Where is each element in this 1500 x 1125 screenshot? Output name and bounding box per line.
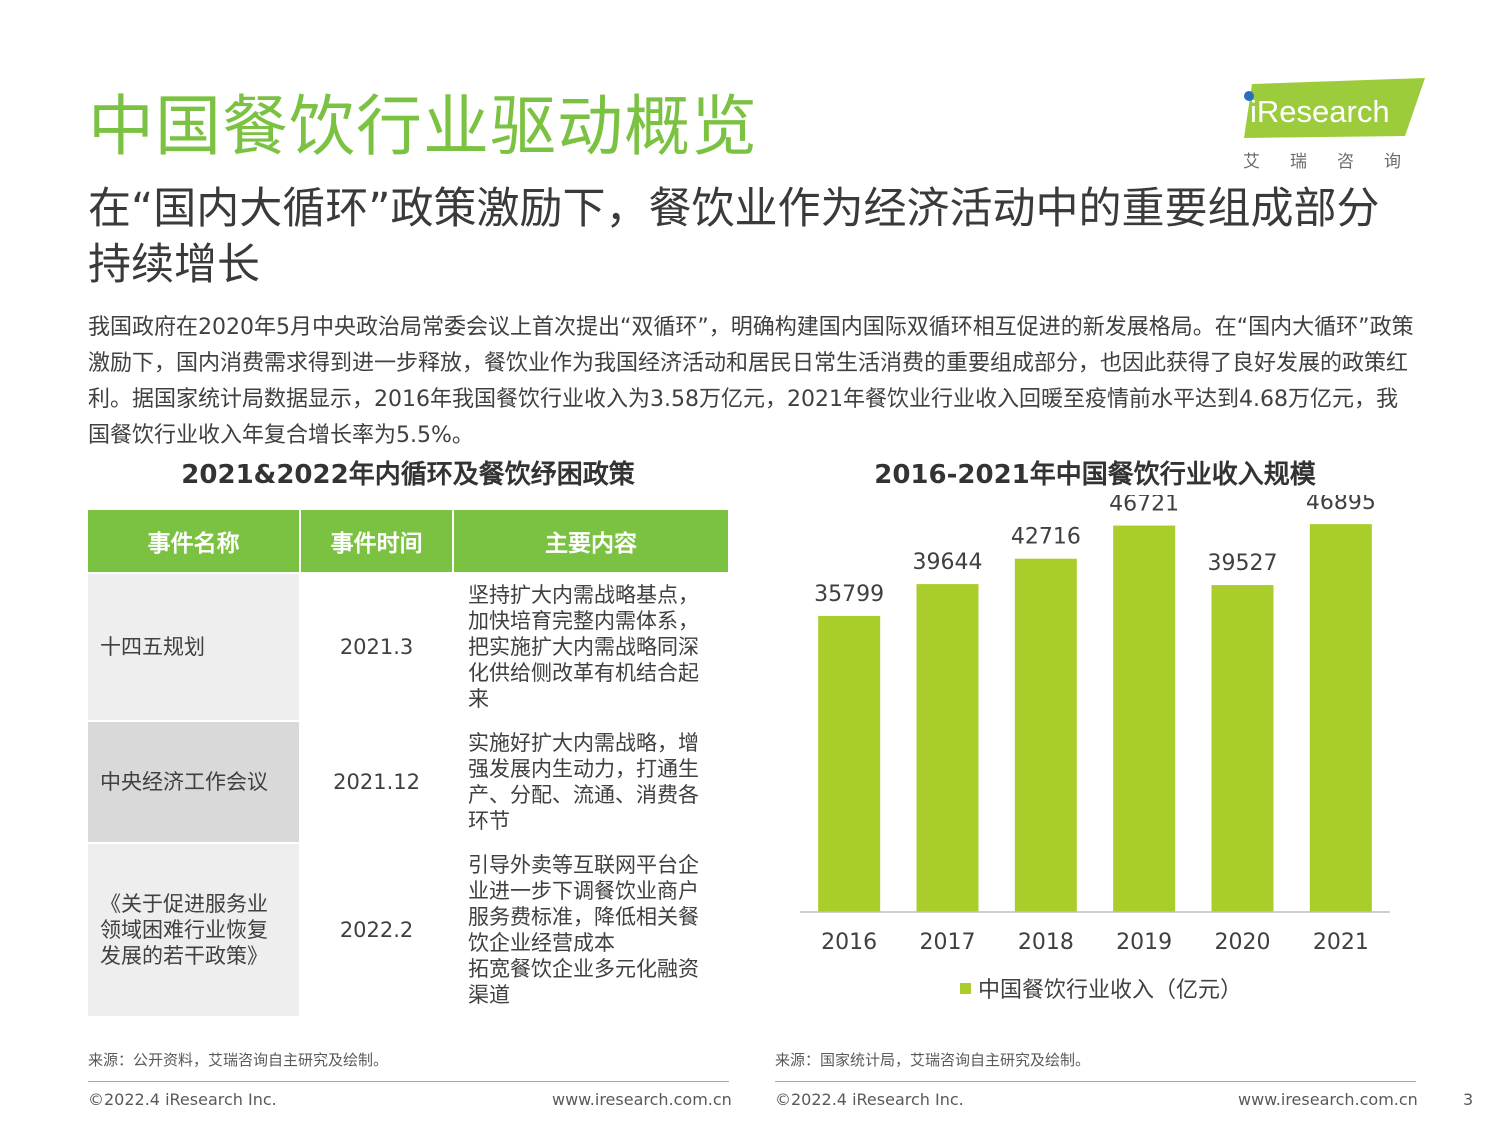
bar — [818, 615, 881, 912]
bar — [1309, 524, 1372, 912]
footer-divider-right — [775, 1081, 1416, 1082]
bar — [1113, 525, 1176, 912]
bar — [916, 584, 979, 912]
x-tick-label: 2018 — [1018, 930, 1074, 955]
page-subtitle: 在“国内大循环”政策激励下，餐饮业作为经济活动中的重要组成部分持续增长 — [88, 184, 1380, 290]
bar-value-label: 46721 — [1109, 495, 1179, 517]
bar — [1014, 558, 1077, 912]
x-tick-label: 2021 — [1313, 930, 1369, 955]
header-event-time: 事件时间 — [300, 510, 454, 573]
bar-value-label: 42716 — [1011, 525, 1081, 550]
table-row: 十四五规划 2021.3 坚持扩大内需战略基点，加快培育完整内需体系，把实施扩大… — [88, 572, 728, 721]
x-tick-label: 2020 — [1215, 930, 1271, 955]
event-content: 引导外卖等互联网平台企业进一步下调餐饮业商户服务费标准，降低相关餐饮企业经营成本… — [451, 842, 728, 1016]
page-number: 3 — [1463, 1090, 1474, 1109]
source-note-left: 来源：公开资料，艾瑞咨询自主研究及绘制。 — [88, 1051, 389, 1069]
legend-swatch — [960, 983, 971, 994]
legend-label: 中国餐饮行业收入（亿元） — [978, 978, 1242, 1003]
event-name: 《关于促进服务业领域困难行业恢复发展的若干政策》 — [88, 842, 301, 1016]
event-time: 2021.12 — [299, 720, 453, 843]
intro-paragraph: 我国政府在2020年5月中央政治局常委会议上首次提出“双循环”，明确构建国内国际… — [88, 315, 1414, 448]
event-content: 实施好扩大内需战略，增强发展内生动力，打通生产、分配、流通、消费各环节 — [451, 720, 728, 843]
chart-title: 2016-2021年中国餐饮行业收入规模 — [874, 460, 1316, 490]
bar-value-label: 39527 — [1208, 551, 1278, 576]
page-title: 中国餐饮行业驱动概览 — [88, 88, 758, 165]
bar-value-label: 39644 — [913, 550, 983, 575]
table-row: 《关于促进服务业领域困难行业恢复发展的若干政策》 2022.2 引导外卖等互联网… — [88, 842, 728, 1016]
source-note-right: 来源：国家统计局，艾瑞咨询自主研究及绘制。 — [775, 1051, 1091, 1069]
bar-value-label: 46895 — [1306, 495, 1376, 515]
event-name: 中央经济工作会议 — [88, 720, 301, 843]
event-content: 坚持扩大内需战略基点，加快培育完整内需体系，把实施扩大内需战略同深化供给侧改革有… — [451, 572, 728, 721]
footer-copyright-left: ©2022.4 iResearch Inc. — [88, 1090, 277, 1109]
footer-divider-left — [88, 1081, 729, 1082]
event-time: 2022.2 — [299, 842, 453, 1016]
bar — [1211, 585, 1274, 912]
footer-copyright-right: ©2022.4 iResearch Inc. — [775, 1090, 964, 1109]
logo-chinese: 艾瑞咨询 — [1243, 152, 1431, 172]
footer-url-right: www.iresearch.com.cn — [1238, 1090, 1418, 1109]
bar-value-label: 35799 — [814, 582, 884, 607]
policy-table: 事件名称 事件时间 主要内容 十四五规划 2021.3 坚持扩大内需战略基点，加… — [88, 510, 728, 1016]
event-time: 2021.3 — [299, 572, 453, 721]
logo-text: iResearch — [1250, 94, 1390, 129]
table-title: 2021&2022年内循环及餐饮纾困政策 — [181, 460, 635, 490]
header-main-content: 主要内容 — [452, 510, 728, 573]
x-tick-label: 2019 — [1116, 930, 1172, 955]
x-tick-label: 2017 — [920, 930, 976, 955]
iresearch-logo — [1244, 78, 1425, 138]
revenue-bar-chart: 35799 2016 39644 2017 42716 2018 46721 2019 3952… — [800, 495, 1390, 1003]
table-header-row: 事件名称 事件时间 主要内容 — [88, 510, 728, 573]
event-name: 十四五规划 — [88, 572, 301, 721]
x-tick-label: 2016 — [821, 930, 877, 955]
footer-url-left: www.iresearch.com.cn — [552, 1090, 732, 1109]
table-row: 中央经济工作会议 2021.12 实施好扩大内需战略，增强发展内生动力，打通生产… — [88, 720, 728, 843]
header-event-name: 事件名称 — [88, 510, 302, 573]
